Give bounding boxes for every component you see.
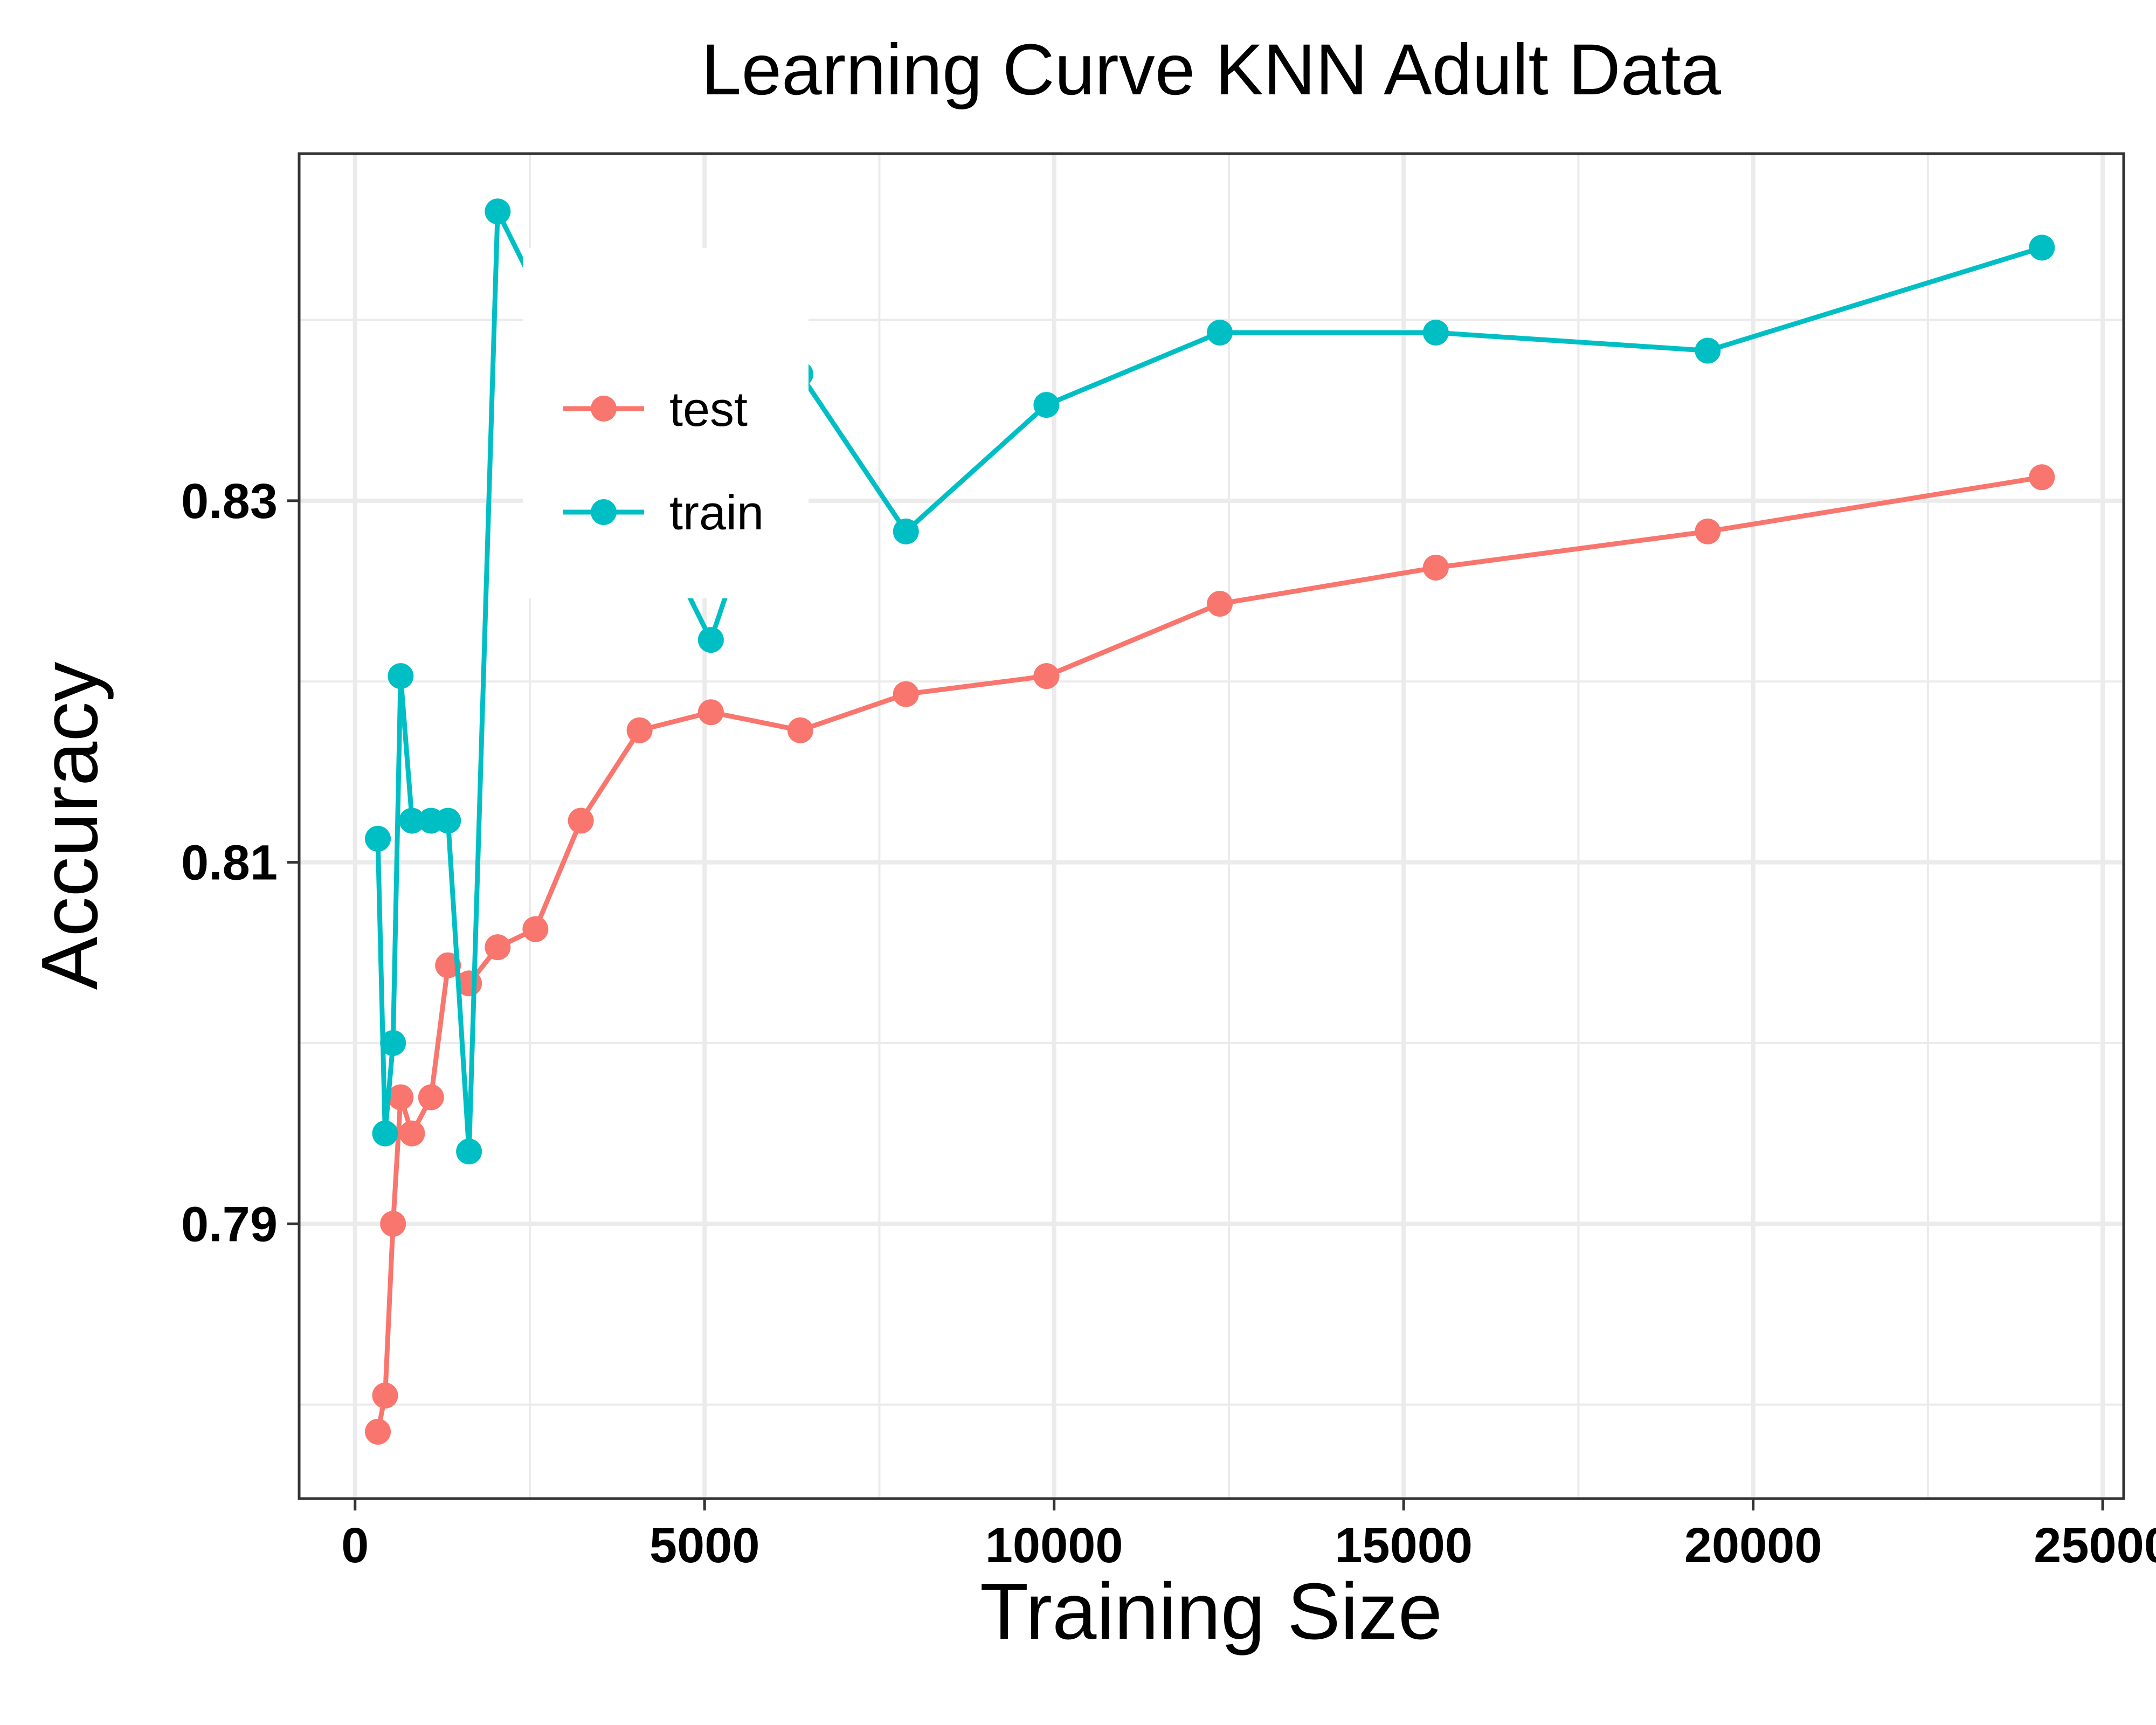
y-axis-title: Accuracy [25,662,114,990]
data-point-train [2029,234,2055,261]
data-point-test [697,699,724,726]
data-point-train [1422,319,1449,346]
data-point-test [1207,591,1233,617]
data-point-test [388,1084,414,1110]
y-tick-label: 0.83 [181,474,278,529]
data-point-train [1695,337,1721,364]
legend-label-train: train [669,486,764,540]
legend-item-test: test [563,383,748,437]
data-point-train [372,1120,398,1147]
data-point-test [893,681,919,707]
data-point-train [365,825,391,852]
y-tick-label: 0.81 [181,836,278,891]
x-tick-label: 15000 [1335,1518,1473,1573]
data-point-test [399,1120,425,1147]
data-point-test [1422,554,1449,581]
x-tick-label: 0 [341,1518,369,1573]
y-tick-label: 0.79 [181,1197,278,1252]
legend-item-train: train [563,486,764,540]
data-point-train [1207,319,1233,346]
data-point-test [626,717,653,743]
data-point-test [485,934,511,961]
y-axis: 0.79 0.81 0.83 [181,474,299,1252]
data-point-train [435,808,461,834]
x-tick-label: 20000 [1684,1518,1822,1573]
data-point-test [2029,464,2055,491]
data-point-train [1033,392,1060,418]
plot-panel-border [298,152,2125,1500]
data-point-test [380,1211,406,1237]
data-point-test [1695,518,1721,544]
data-point-test [787,717,813,743]
series-test [365,464,2055,1445]
x-tick-label: 5000 [649,1518,760,1573]
data-point-test [372,1382,398,1409]
legend-key-train-marker [591,499,617,525]
data-point-train [388,663,414,689]
data-point-train [893,518,919,544]
data-point-train [380,1030,406,1056]
data-point-train [485,198,511,225]
x-axis-title: Training Size [980,1567,1442,1656]
data-point-test [1033,663,1060,689]
legend-background [523,248,808,598]
data-point-train [456,1138,482,1165]
legend-key-test-marker [591,396,617,422]
chart-title: Learning Curve KNN Adult Data [701,30,1721,110]
x-tick-label: 10000 [985,1518,1123,1573]
data-point-test [365,1418,391,1445]
legend: test train [523,248,808,598]
data-point-train [697,627,724,653]
data-point-train [399,808,425,834]
legend-label-test: test [669,383,748,437]
data-point-test [418,1084,444,1110]
data-point-test [568,808,594,834]
data-point-test [522,916,549,942]
